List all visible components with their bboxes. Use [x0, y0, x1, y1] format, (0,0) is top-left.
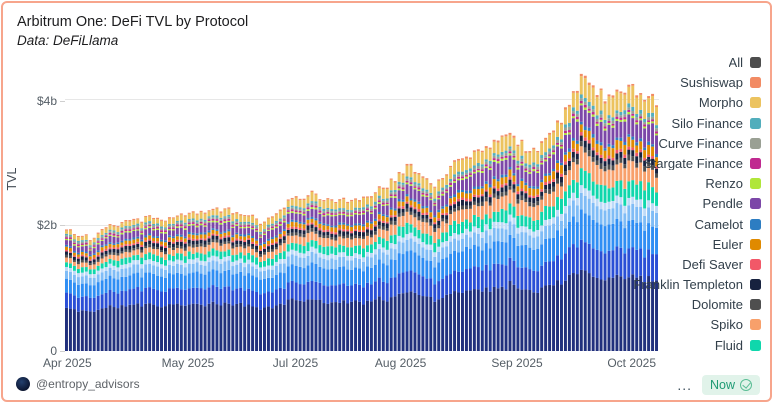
legend-item-pendle[interactable]: Pendle — [703, 197, 761, 210]
legend-item-dolomite[interactable]: Dolomite — [692, 298, 761, 311]
legend-label: Renzo — [705, 177, 743, 191]
legend-swatch — [750, 137, 761, 149]
legend-swatch — [750, 57, 761, 68]
legend-item-spiko[interactable]: Spiko — [710, 318, 761, 331]
legend-label: Euler — [712, 237, 743, 251]
legend-item-defi-saver[interactable]: Defi Saver — [682, 258, 761, 271]
now-label: Now — [709, 378, 735, 392]
x-tick-4: Sep 2025 — [491, 356, 543, 370]
legend-swatch — [750, 97, 761, 109]
legend-label: Defi Saver — [682, 257, 743, 271]
y-tickmark — [60, 225, 65, 226]
legend-swatch — [750, 299, 761, 311]
legend-item-silo-finance[interactable]: Silo Finance — [671, 117, 761, 130]
x-tick-2: Jul 2025 — [272, 356, 319, 370]
legend-item-curve-finance[interactable]: Curve Finance — [658, 137, 761, 150]
x-tick-0: Apr 2025 — [43, 356, 92, 370]
legend-label: Sushiswap — [680, 76, 743, 90]
page-title: Arbitrum One: DeFi TVL by Protocol — [17, 14, 249, 30]
x-tick-5: Oct 2025 — [607, 356, 657, 370]
legend-item-sushiswap[interactable]: Sushiswap — [680, 76, 761, 89]
legend-swatch — [750, 238, 761, 250]
legend-label: Curve Finance — [658, 136, 743, 150]
legend-label: Stargate Finance — [643, 156, 743, 170]
legend-item-renzo[interactable]: Renzo — [705, 177, 761, 190]
x-tick-3: Aug 2025 — [374, 356, 427, 370]
now-badge[interactable]: Now — [701, 375, 760, 395]
y-tickmark — [60, 351, 65, 352]
legend-swatch — [750, 339, 761, 351]
legend-item-morpho[interactable]: Morpho — [699, 96, 761, 109]
legend-label: Camelot — [694, 217, 743, 231]
legend-swatch — [750, 77, 761, 89]
y-tick-0: 0 — [50, 344, 57, 358]
legend-label: Franklin Templeton — [633, 278, 743, 292]
chart-legend: All Sushiswap Morpho Silo Finance Curve Fina… — [633, 56, 761, 352]
y-tickmark — [60, 101, 65, 102]
legend-swatch — [750, 218, 761, 230]
legend-item-fluid[interactable]: Fluid — [715, 339, 761, 352]
y-tick-2b: $2b — [36, 218, 57, 232]
legend-swatch — [750, 319, 761, 331]
legend-label: Dolomite — [691, 298, 743, 312]
legend-item-camelot[interactable]: Camelot — [695, 218, 761, 231]
legend-swatch — [750, 279, 761, 291]
tvl-stacked-bar-chart[interactable] — [65, 63, 659, 351]
attribution: @entropy_advisors — [16, 377, 140, 391]
legend-label: All — [728, 56, 743, 69]
legend-item-franklin-templeton[interactable]: Franklin Templeton — [633, 278, 761, 291]
legend-label: Spiko — [710, 318, 743, 332]
legend-item-all[interactable]: All — [729, 56, 761, 69]
legend-item-stargate-finance[interactable]: Stargate Finance — [644, 157, 761, 170]
legend-swatch — [750, 178, 761, 190]
twitter-handle: @entropy_advisors — [36, 377, 140, 391]
y-tick-4b: $4b — [36, 94, 57, 108]
legend-swatch — [750, 157, 761, 169]
legend-label: Silo Finance — [671, 116, 743, 130]
legend-label: Pendle — [702, 197, 743, 211]
more-options-button[interactable]: ... — [677, 377, 692, 393]
data-source-subtitle: Data: DeFiLlama — [17, 33, 119, 48]
legend-label: Morpho — [698, 96, 743, 110]
legend-label: Fluid — [714, 338, 743, 352]
x-tick-1: May 2025 — [161, 356, 215, 370]
legend-swatch — [750, 117, 761, 129]
legend-item-euler[interactable]: Euler — [713, 238, 761, 251]
legend-swatch — [750, 198, 761, 210]
check-circle-icon — [740, 379, 752, 391]
avatar — [16, 377, 30, 391]
legend-swatch — [750, 258, 761, 270]
chart-canvas[interactable] — [65, 63, 659, 351]
y-axis-label: TVL — [5, 167, 19, 191]
